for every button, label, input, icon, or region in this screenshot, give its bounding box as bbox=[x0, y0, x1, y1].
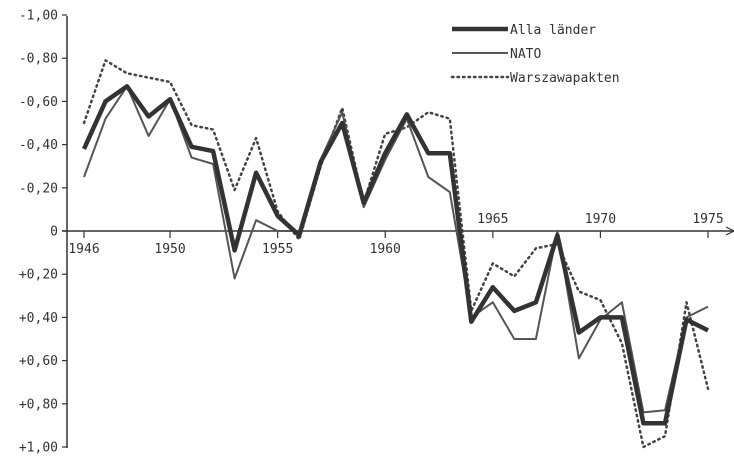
series-line-alla-l-nder bbox=[81, 84, 710, 426]
legend-label: Warszawapakten bbox=[510, 71, 620, 86]
legend-label: Alla länder bbox=[510, 23, 596, 38]
axes bbox=[62, 16, 734, 448]
x-axis-arrow bbox=[725, 226, 734, 236]
y-tick-label: +1,00 bbox=[19, 441, 58, 456]
x-tick-label: 1975 bbox=[692, 212, 723, 227]
x-tick-label: 1960 bbox=[370, 242, 401, 257]
series-line-warszawapakten bbox=[82, 59, 710, 449]
y-tick-label: -1,00 bbox=[19, 9, 58, 24]
y-tick-label: -0,40 bbox=[19, 138, 58, 153]
x-ticks: 1946 1950 1955 1960 1965 1970 1975 bbox=[68, 212, 723, 257]
x-tick-label: 1950 bbox=[154, 242, 185, 257]
x-tick-label: 1946 bbox=[68, 242, 99, 257]
x-tick-label: 1965 bbox=[477, 212, 508, 227]
y-tick-label: +0,80 bbox=[19, 397, 58, 412]
x-tick-label: 1970 bbox=[585, 212, 616, 227]
y-tick-label: +0,40 bbox=[19, 311, 58, 326]
y-tick-label: +0,20 bbox=[19, 268, 58, 283]
series-lines bbox=[81, 59, 710, 449]
y-tick-label: -0,20 bbox=[19, 181, 58, 196]
legend-label: NATO bbox=[510, 47, 541, 62]
legend: Alla länder NATO Warszawapakten bbox=[450, 23, 620, 86]
x-tick-label: 1955 bbox=[262, 242, 293, 257]
y-ticks: -1,00 -0,80 -0,60 -0,40 -0,20 0 +0,20 +0,40 +0,6… bbox=[19, 9, 67, 456]
y-tick-label: -0,60 bbox=[19, 95, 58, 110]
y-tick-label: -0,80 bbox=[19, 52, 58, 67]
y-tick-label: +0,60 bbox=[19, 354, 58, 369]
y-tick-label: 0 bbox=[50, 225, 58, 240]
